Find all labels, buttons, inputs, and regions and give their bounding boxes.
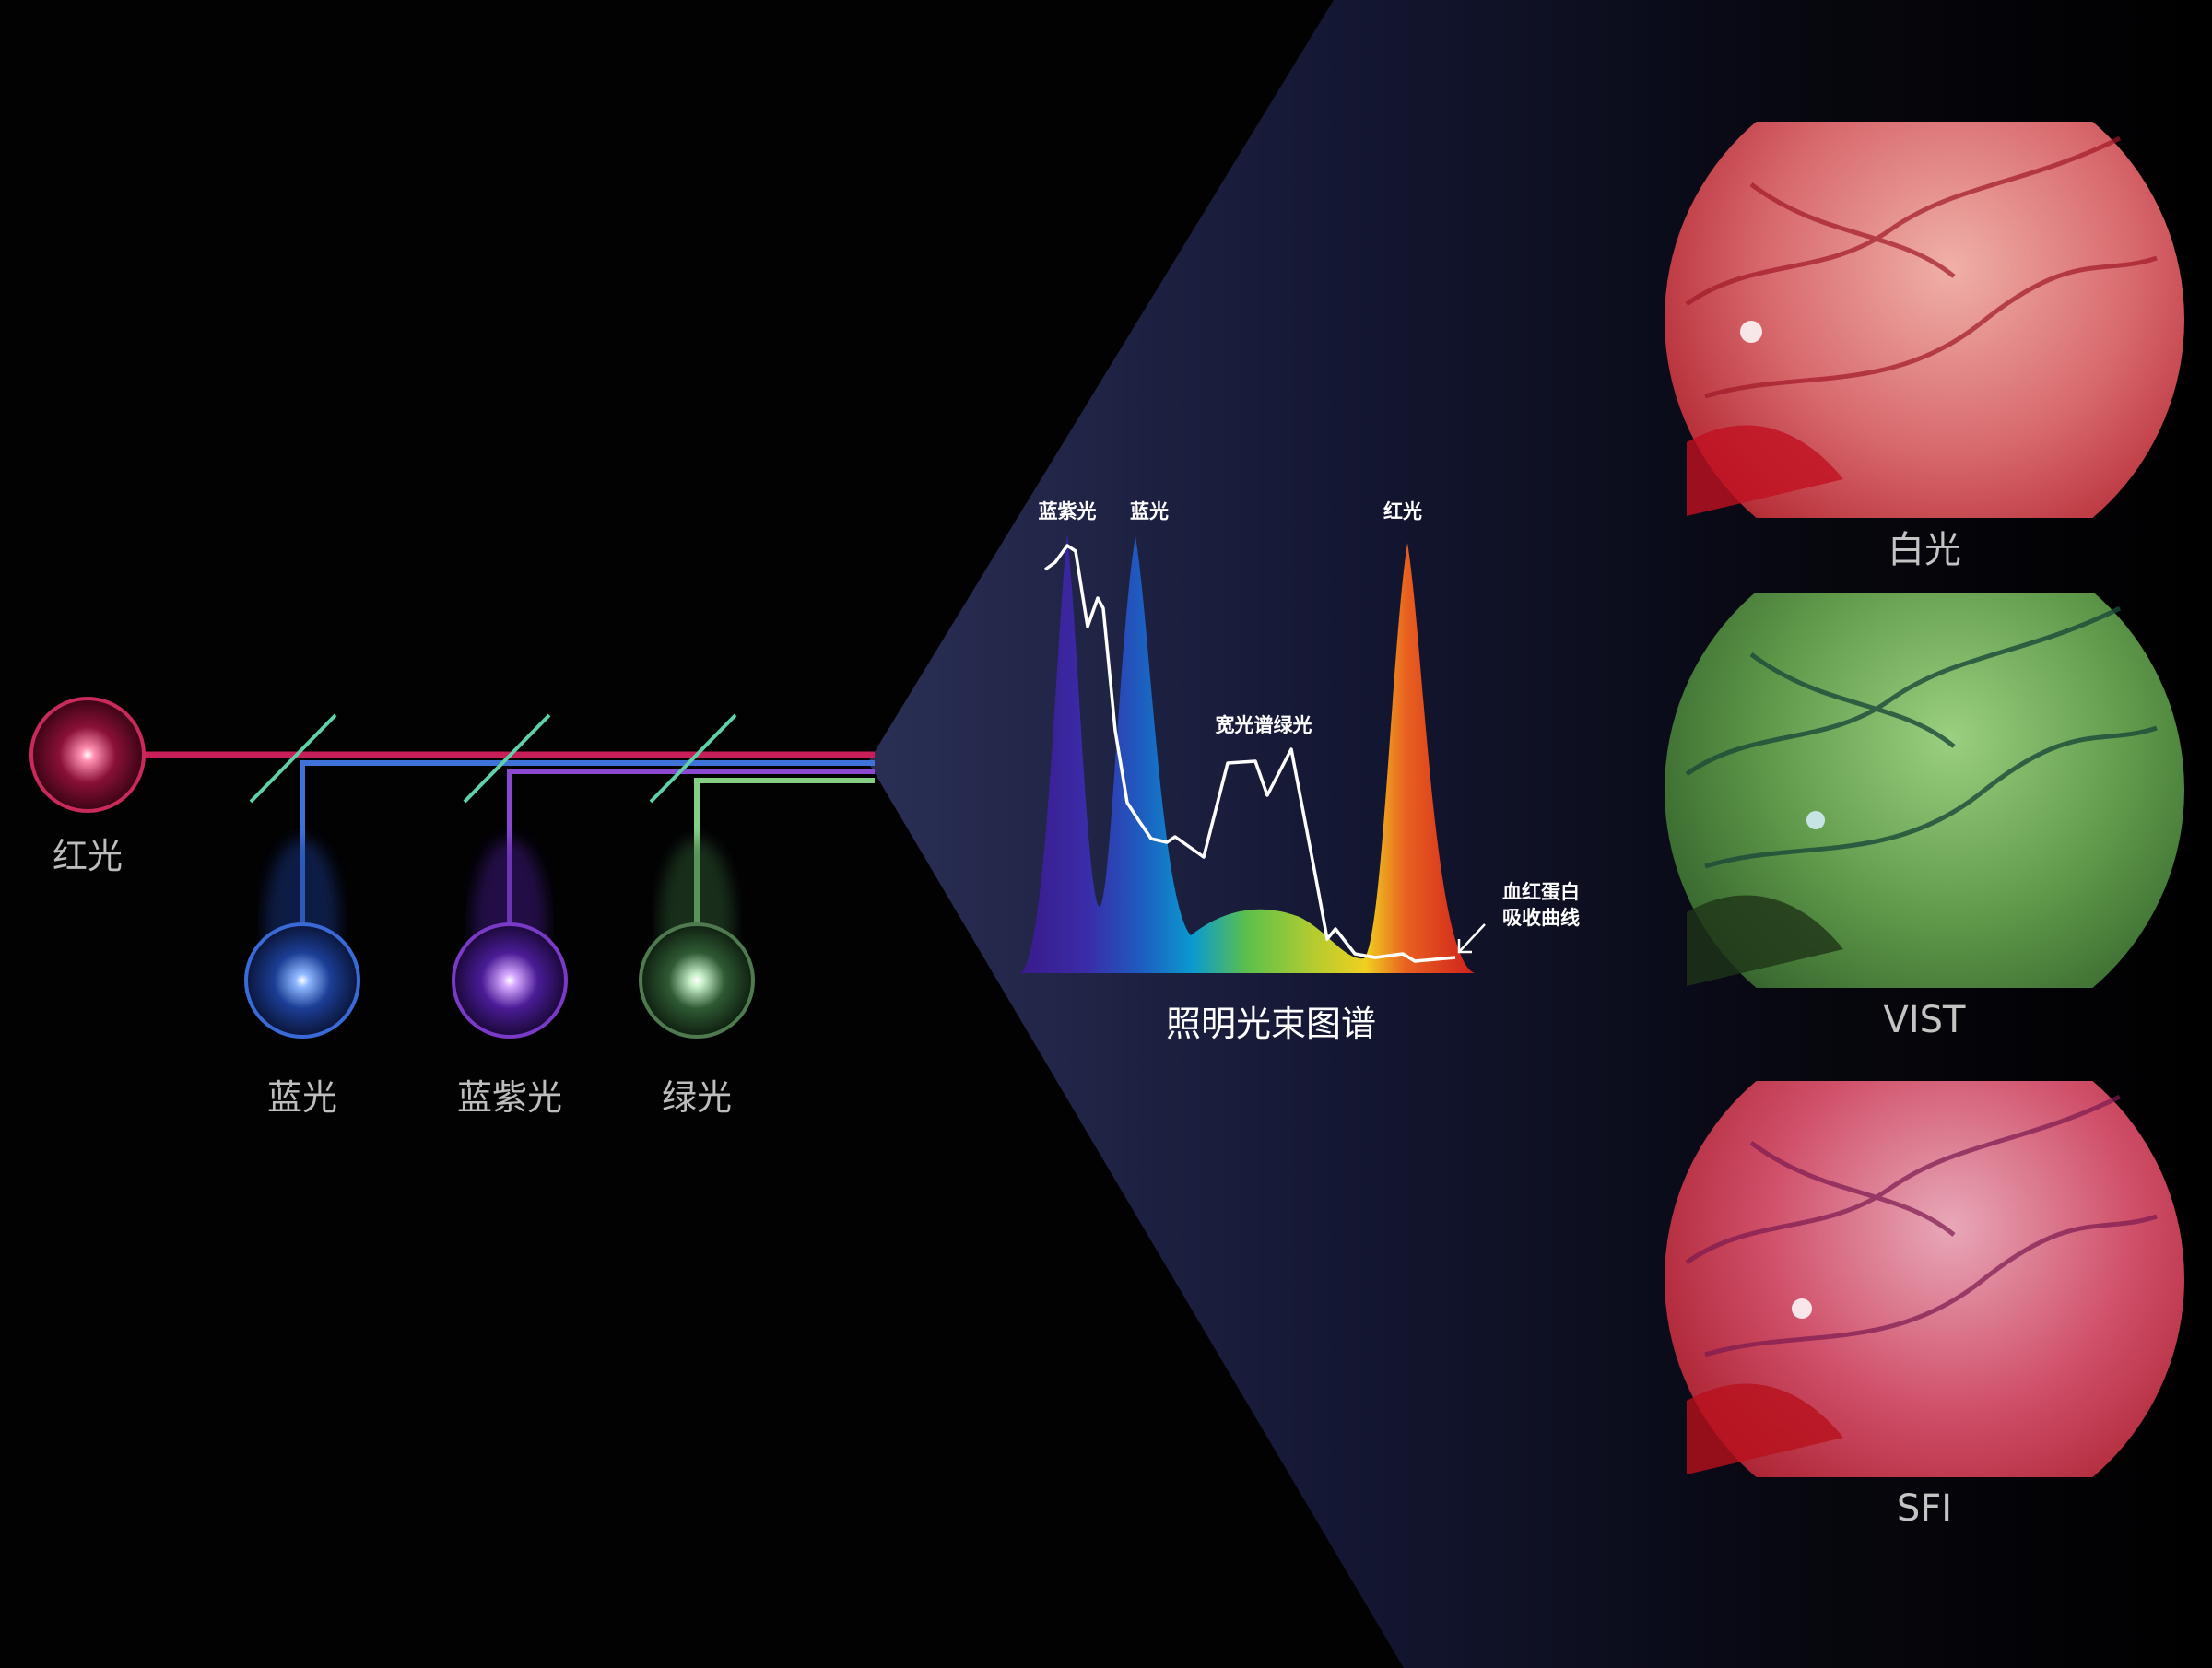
- photo-white-light: 白光: [1665, 122, 2184, 571]
- led-label-green: 绿光: [662, 1077, 732, 1118]
- arrow-icon: [1457, 923, 1486, 954]
- spectrum-fill: [1019, 534, 1475, 973]
- hemoglobin-absorption-curve: [1043, 544, 1456, 963]
- spectrum-title: 照明光束图谱: [1166, 1004, 1376, 1044]
- peak-label-red: 红光: [1383, 500, 1422, 523]
- peak-label-green: 宽光谱绿光: [1216, 714, 1312, 736]
- led-label-red: 红光: [53, 836, 123, 876]
- led-label-blue: 蓝光: [267, 1077, 337, 1118]
- dichroic-mirrors: [249, 713, 737, 804]
- mirror-2: [463, 713, 551, 804]
- photo-sfi: SFI: [1665, 1081, 2184, 1530]
- mode-label-vist: VIST: [1884, 999, 1967, 1041]
- absorption-label-line1: 血红蛋白: [1502, 881, 1580, 903]
- spectrum-chart: 蓝紫光 蓝光 宽光谱绿光 红光 血红蛋白 吸收曲线 照明光束图谱: [1019, 500, 1580, 1044]
- led-green: 绿光: [639, 839, 755, 1118]
- mode-label-sfi: SFI: [1897, 1487, 1952, 1530]
- mirror-1: [249, 713, 337, 804]
- absorption-label-line2: 吸收曲线: [1502, 907, 1580, 929]
- mode-label-white-light: 白光: [1888, 529, 1961, 571]
- peak-label-blue: 蓝光: [1130, 500, 1169, 523]
- led-blue: 蓝光: [244, 839, 360, 1118]
- peak-label-violet: 蓝紫光: [1039, 500, 1097, 523]
- led-red: 红光: [29, 697, 146, 876]
- mirror-3: [649, 713, 737, 804]
- photo-vist: VIST: [1665, 593, 2184, 1041]
- led-label-violet: 蓝紫光: [457, 1077, 562, 1118]
- blue-beam: [300, 760, 875, 977]
- led-violet: 蓝紫光: [452, 839, 568, 1118]
